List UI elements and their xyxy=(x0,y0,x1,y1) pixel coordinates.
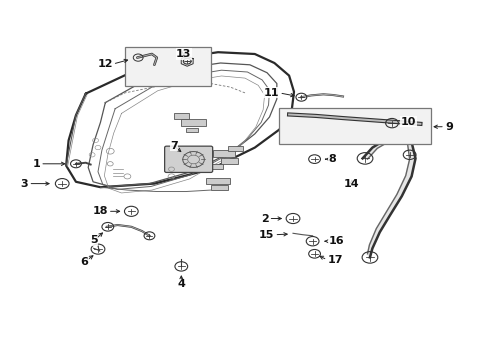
Text: 8: 8 xyxy=(328,154,336,164)
Bar xyxy=(181,119,206,126)
Text: 1: 1 xyxy=(32,159,40,169)
Bar xyxy=(213,150,235,157)
FancyBboxPatch shape xyxy=(165,146,213,172)
Text: 15: 15 xyxy=(259,230,274,240)
Text: 11: 11 xyxy=(264,88,279,98)
Bar xyxy=(211,185,228,190)
Bar xyxy=(228,146,243,151)
Bar xyxy=(211,164,223,169)
Text: 12: 12 xyxy=(97,59,113,69)
Bar xyxy=(206,178,230,184)
Text: 14: 14 xyxy=(344,179,360,189)
Text: 10: 10 xyxy=(401,117,416,127)
Text: 5: 5 xyxy=(90,235,98,246)
Bar xyxy=(220,158,238,164)
Text: 16: 16 xyxy=(328,236,344,246)
Polygon shape xyxy=(363,137,416,257)
Bar xyxy=(125,47,211,86)
Text: 9: 9 xyxy=(445,122,453,132)
Bar xyxy=(174,113,189,119)
Bar xyxy=(279,108,431,144)
Text: 2: 2 xyxy=(261,213,269,224)
Text: 3: 3 xyxy=(21,179,28,189)
Text: 17: 17 xyxy=(327,255,343,265)
Text: 18: 18 xyxy=(92,206,108,216)
Text: 13: 13 xyxy=(176,49,192,59)
Bar xyxy=(186,128,198,132)
Text: 4: 4 xyxy=(177,279,185,289)
Text: 7: 7 xyxy=(170,141,178,151)
Text: 6: 6 xyxy=(80,257,88,267)
